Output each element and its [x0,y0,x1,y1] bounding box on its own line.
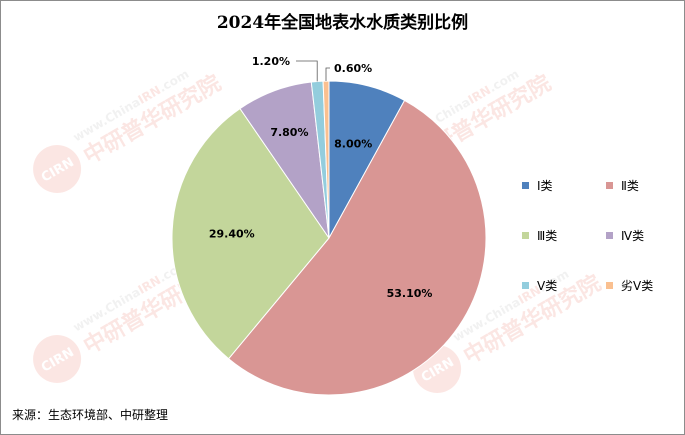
legend-label: Ⅲ类 [537,229,558,243]
pie-slice [227,99,487,396]
source-note: 来源：生态环境部、中研整理 [12,408,169,422]
leader-line [325,67,330,81]
legend-item: Ⅰ类 [522,177,553,194]
legend-item: Ⅲ类 [522,227,557,244]
pie-slice [322,80,330,239]
data-label: 1.20% [252,55,290,68]
legend-swatch [606,182,613,189]
leader-line [296,60,318,82]
legend-swatch [522,282,529,289]
legend-label: Ⅱ类 [621,179,639,193]
pie-slices [171,80,487,396]
legend-item: Ⅴ类 [522,277,557,294]
legend-swatch [606,232,613,239]
legend-item: 劣Ⅴ类 [606,277,653,294]
legend-label: Ⅴ类 [537,279,558,293]
legend-item: Ⅱ类 [606,177,639,194]
legend-label: 劣Ⅴ类 [621,279,654,293]
chart-title: 2024年全国地表水水质类别比例 [216,13,469,33]
data-label: 0.60% [334,62,372,75]
data-label: 53.10% [387,287,433,300]
data-label: 29.40% [209,228,255,241]
legend-swatch [522,182,529,189]
legend-swatch [606,282,613,289]
legend-label: Ⅰ类 [537,179,553,193]
leader-lines [296,60,330,82]
legend-label: Ⅳ类 [621,229,645,243]
legend-swatch [522,232,529,239]
data-label: 7.80% [270,126,308,139]
data-label: 8.00% [334,138,372,151]
legend-item: Ⅳ类 [606,227,644,244]
data-labels: 8.00% 53.10% 29.40% 7.80% 1.20% 0.60% [209,55,433,300]
pie-slice [171,107,330,360]
watermark-badge-icon [33,335,82,383]
watermark-badge-icon [33,145,82,193]
